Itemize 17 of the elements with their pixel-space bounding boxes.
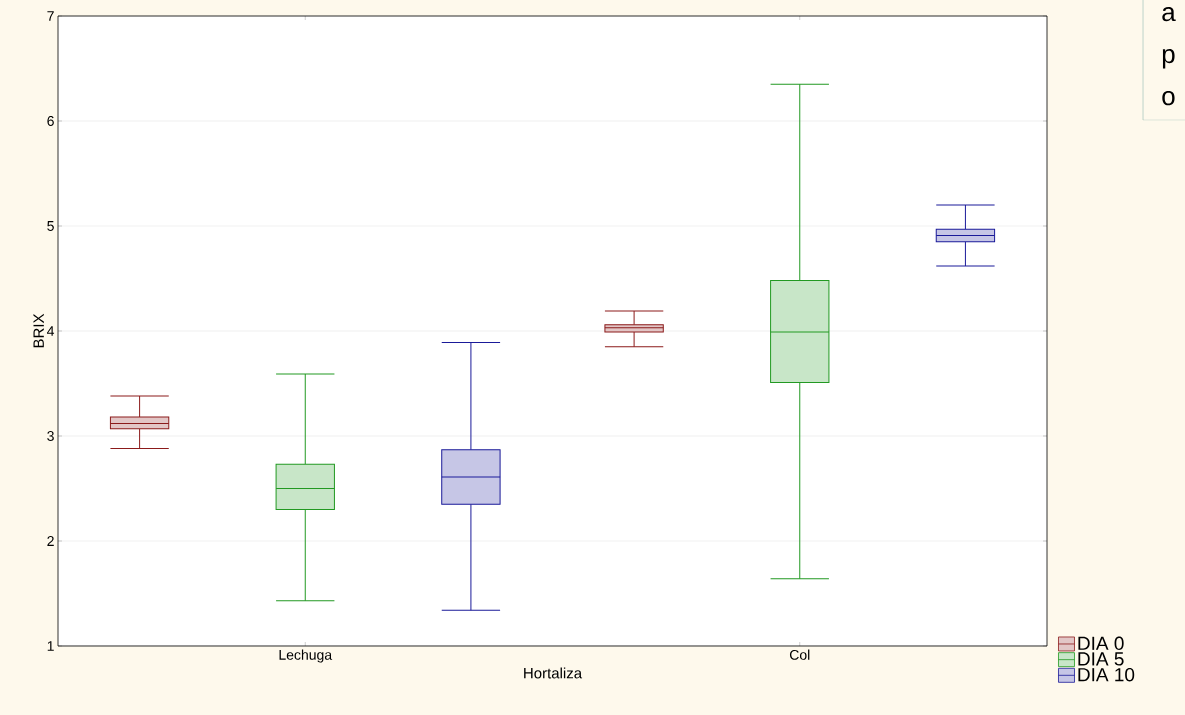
y-tick-label: 7 — [47, 11, 54, 21]
y-tick-label: 5 — [47, 221, 54, 231]
x-tick-label: Lechuga — [279, 649, 333, 663]
legend-label: DIA 5 — [1078, 652, 1124, 666]
text: a — [1162, 7, 1176, 22]
y-tick-label: 3 — [47, 431, 54, 441]
y-tick-label: 6 — [47, 116, 54, 126]
legend-label: DIA 10 — [1078, 667, 1135, 682]
y-tick-label: 2 — [47, 536, 54, 546]
legend-label: DIA 0 — [1078, 636, 1124, 651]
text: p — [1162, 49, 1175, 69]
text: o — [1162, 91, 1175, 106]
x-tick-label: Col — [789, 649, 810, 660]
x-axis-title: Hortaliza — [524, 667, 583, 679]
y-axis-title: BRIX — [33, 313, 44, 348]
y-tick-label: 4 — [47, 326, 55, 336]
y-tick-label: 1 — [47, 641, 54, 651]
